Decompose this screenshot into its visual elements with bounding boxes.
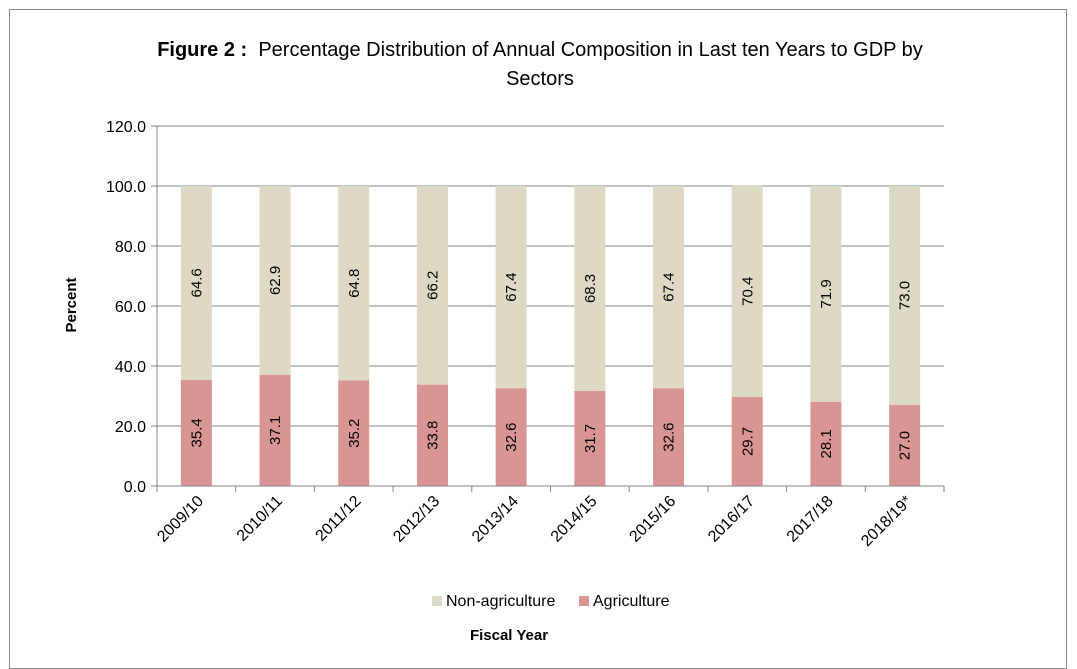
- legend: Non-agriculture Agriculture: [432, 593, 670, 610]
- y-tick-label: 80.0: [115, 239, 146, 256]
- data-label-agriculture: 28.1: [818, 429, 835, 458]
- data-label-non-agriculture: 62.9: [267, 266, 284, 295]
- legend-swatch-non-agriculture: [432, 596, 442, 606]
- data-label-agriculture: 37.1: [267, 416, 284, 445]
- x-tick-label: 2018/19*: [858, 493, 915, 550]
- x-tick-label: 2010/11: [234, 493, 286, 545]
- data-labels: 35.4 64.6 37.1 62.9 35.2 64.8 33.8 66.2 32.6 67.4…: [188, 266, 913, 460]
- bar-non-agriculture: [574, 186, 606, 391]
- bar-agriculture: [810, 401, 842, 486]
- data-label-agriculture: 35.2: [346, 419, 363, 448]
- figure-number: Figure 2 :: [157, 39, 248, 61]
- bar-non-agriculture: [416, 186, 448, 385]
- bar-non-agriculture: [180, 186, 212, 380]
- data-label-non-agriculture: 64.8: [346, 269, 363, 298]
- legend-label-agriculture: Agriculture: [593, 593, 670, 610]
- bar-agriculture: [495, 388, 527, 486]
- x-tick-label: 2013/14: [469, 493, 522, 546]
- data-label-non-agriculture: 67.4: [661, 272, 678, 301]
- bar-non-agriculture: [810, 186, 842, 402]
- bar-agriculture: [180, 379, 212, 486]
- data-label-agriculture: 35.4: [188, 418, 205, 447]
- legend-label-non-agriculture: Non-agriculture: [446, 593, 555, 610]
- data-label-agriculture: 31.7: [582, 424, 599, 453]
- x-tick-label: 2012/13: [390, 493, 443, 546]
- data-label-agriculture: 33.8: [424, 421, 441, 450]
- bar-agriculture: [338, 380, 370, 486]
- chart-title-text: Percentage Distribution of Annual Compos…: [258, 39, 923, 90]
- bar-agriculture: [653, 388, 685, 486]
- data-label-non-agriculture: 66.2: [424, 271, 441, 300]
- x-tick-label: 2017/18: [784, 493, 837, 546]
- bar-non-agriculture: [259, 186, 291, 375]
- data-label-non-agriculture: 71.9: [818, 279, 835, 308]
- data-label-agriculture: 32.6: [503, 422, 520, 451]
- x-tick-label: 2015/16: [626, 493, 679, 546]
- data-label-non-agriculture: 70.4: [739, 277, 756, 306]
- y-tick-label: 60.0: [115, 299, 146, 316]
- bar-agriculture: [416, 384, 448, 486]
- bars: [180, 185, 921, 486]
- x-tick-label: 2009/10: [154, 493, 207, 546]
- bar-non-agriculture: [731, 185, 763, 397]
- y-tick-label: 100.0: [106, 179, 146, 196]
- y-axis-title: Percent: [63, 277, 80, 332]
- bar-non-agriculture: [338, 186, 370, 381]
- bar-non-agriculture: [653, 186, 685, 389]
- y-tick-label: 40.0: [115, 359, 146, 376]
- data-label-non-agriculture: 67.4: [503, 272, 520, 301]
- bar-non-agriculture: [889, 186, 921, 405]
- data-label-non-agriculture: 68.3: [582, 274, 599, 303]
- bar-agriculture: [731, 396, 763, 486]
- chart-title: Figure 2 : Percentage Distribution of An…: [150, 36, 930, 94]
- data-label-non-agriculture: 64.6: [188, 268, 205, 297]
- bar-agriculture: [889, 405, 921, 486]
- bar-agriculture: [574, 390, 606, 486]
- data-label-agriculture: 32.6: [661, 422, 678, 451]
- y-tick-label: 120.0: [106, 119, 146, 136]
- x-tick-label: 2011/12: [312, 493, 364, 545]
- legend-swatch-agriculture: [579, 596, 589, 606]
- y-tick-label: 20.0: [115, 419, 146, 436]
- bar-non-agriculture: [495, 186, 527, 389]
- x-tick-label: 2016/17: [705, 493, 758, 546]
- data-label-agriculture: 29.7: [739, 427, 756, 456]
- data-label-non-agriculture: 73.0: [897, 281, 914, 310]
- data-label-agriculture: 27.0: [897, 431, 914, 460]
- x-axis-title: Fiscal Year: [470, 627, 548, 644]
- y-tick-label: 0.0: [124, 479, 146, 496]
- x-tick-label: 2014/15: [548, 493, 601, 546]
- bar-agriculture: [259, 374, 291, 486]
